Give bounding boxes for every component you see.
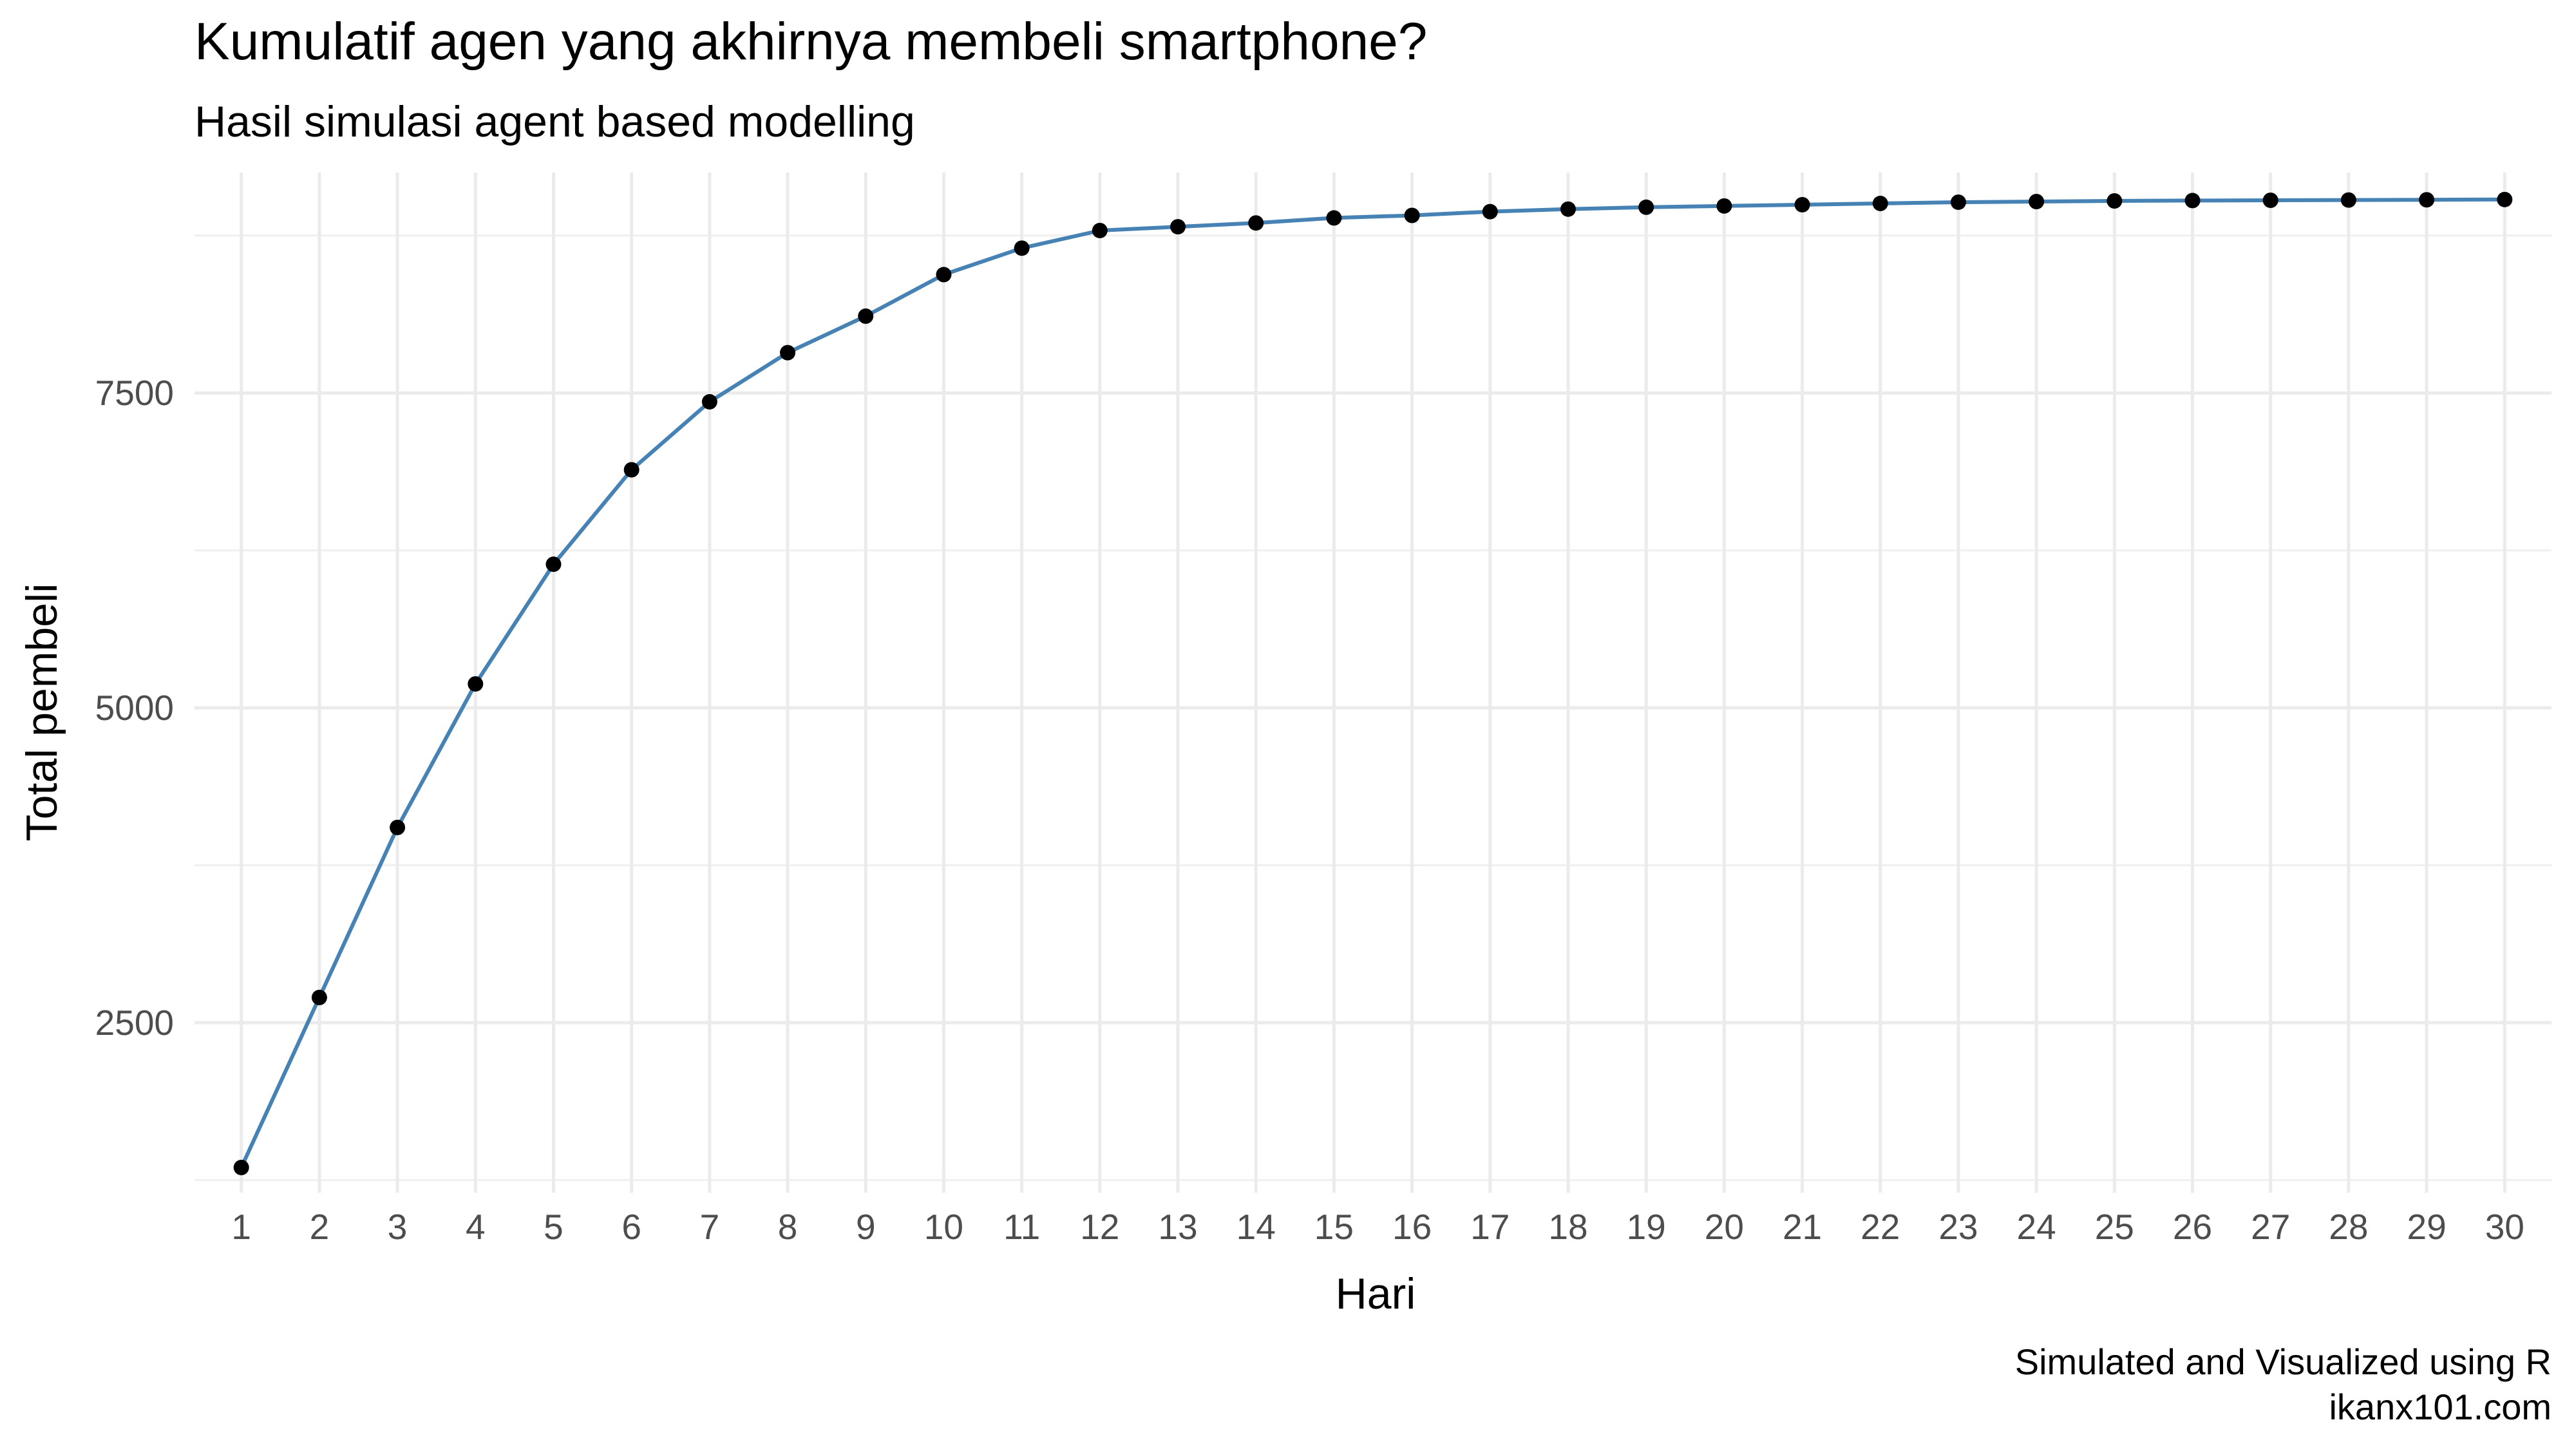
- x-tick-label: 14: [1236, 1207, 1276, 1247]
- data-point: [858, 308, 874, 324]
- x-tick-label: 28: [2329, 1207, 2368, 1247]
- data-series: [233, 191, 2513, 1175]
- x-tick-label: 27: [2251, 1207, 2290, 1247]
- data-point: [701, 393, 717, 410]
- x-tick-label: 29: [2407, 1207, 2446, 1247]
- x-tick-label: 24: [2017, 1207, 2056, 1247]
- x-tick-label: 22: [1861, 1207, 1900, 1247]
- data-point: [1326, 210, 1342, 226]
- x-axis-title: Hari: [1336, 1269, 1416, 1318]
- x-tick-label: 26: [2173, 1207, 2212, 1247]
- chart-title: Kumulatif agen yang akhirnya membeli sma…: [194, 12, 1427, 71]
- x-tick-label: 17: [1470, 1207, 1510, 1247]
- data-point: [2029, 193, 2045, 209]
- x-tick-label: 7: [700, 1207, 720, 1247]
- data-point: [1404, 207, 1420, 223]
- x-tick-label: 30: [2485, 1207, 2524, 1247]
- caption-line-1: Simulated and Visualized using R: [2015, 1341, 2552, 1382]
- data-point: [1560, 201, 1576, 217]
- data-point: [1014, 240, 1030, 256]
- x-tick-label: 4: [466, 1207, 486, 1247]
- x-tick-labels: 1 2 3 4 5 6 7 8 9 10 11 12 13 14 15 16 17 18 19 20 21 22 23 24 2…: [231, 1207, 2524, 1247]
- x-tick-label: 20: [1705, 1207, 1744, 1247]
- data-point: [390, 819, 406, 835]
- data-point: [1794, 196, 1810, 213]
- x-tick-label: 19: [1627, 1207, 1666, 1247]
- x-tick-label: 11: [1003, 1207, 1040, 1247]
- caption-line-2: ikanx101.com: [2329, 1387, 2552, 1427]
- chart-subtitle: Hasil simulasi agent based modelling: [194, 97, 915, 146]
- y-tick-label: 2500: [95, 1003, 174, 1043]
- series-line: [239, 197, 2507, 1170]
- data-point: [1170, 219, 1186, 235]
- data-point: [623, 462, 639, 478]
- data-point: [311, 989, 327, 1005]
- data-point: [233, 1159, 249, 1175]
- x-tick-label: 18: [1548, 1207, 1587, 1247]
- data-point: [1872, 195, 1888, 211]
- x-tick-label: 9: [856, 1207, 876, 1247]
- data-point: [545, 556, 562, 573]
- x-tick-label: 10: [924, 1207, 963, 1247]
- data-point: [1092, 222, 1108, 238]
- data-point: [2107, 193, 2123, 209]
- data-point: [2419, 192, 2435, 208]
- x-tick-label: 5: [544, 1207, 564, 1247]
- data-point: [1482, 204, 1498, 220]
- y-tick-label: 5000: [95, 688, 174, 728]
- data-point: [780, 345, 796, 361]
- x-tick-label: 1: [231, 1207, 251, 1247]
- x-tick-label: 13: [1158, 1207, 1197, 1247]
- x-tick-label: 12: [1080, 1207, 1119, 1247]
- x-tick-label: 8: [778, 1207, 798, 1247]
- x-tick-label: 21: [1783, 1207, 1822, 1247]
- data-point: [2184, 193, 2201, 209]
- x-tick-label: 23: [1938, 1207, 1978, 1247]
- x-tick-label: 2: [310, 1207, 330, 1247]
- grid-lines: [194, 173, 2552, 1193]
- data-point: [1716, 198, 1732, 214]
- x-tick-label: 16: [1392, 1207, 1432, 1247]
- x-tick-label: 3: [388, 1207, 408, 1247]
- data-point: [1950, 194, 1966, 210]
- data-point: [2262, 193, 2278, 209]
- data-point: [936, 267, 952, 283]
- x-tick-label: 15: [1314, 1207, 1354, 1247]
- data-point: [468, 676, 484, 692]
- x-tick-label: 25: [2095, 1207, 2134, 1247]
- y-tick-label: 7500: [95, 373, 174, 413]
- data-point: [2340, 192, 2356, 208]
- data-point: [2497, 191, 2513, 207]
- y-axis-title: Total pembeli: [17, 583, 66, 842]
- y-tick-labels: 2500 5000 7500: [95, 373, 174, 1043]
- data-point: [1638, 199, 1654, 215]
- data-point: [1248, 215, 1264, 231]
- x-tick-label: 6: [621, 1207, 641, 1247]
